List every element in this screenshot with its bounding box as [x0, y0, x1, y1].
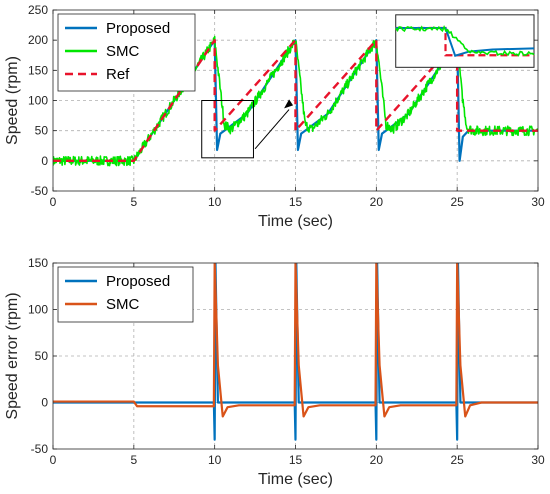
legend-box: [57, 266, 194, 323]
plot-frame: [52, 9, 539, 192]
inset-box: [395, 14, 535, 68]
series-line-ref: [53, 38, 538, 163]
inset-smc: [395, 25, 535, 57]
series-line-smc: [53, 263, 538, 418]
y-axis-label: Speed (rpm): [4, 56, 21, 145]
x-tick-label: 0: [50, 453, 57, 467]
zoom-arrowhead: [284, 99, 294, 109]
series-group: [53, 263, 538, 441]
y-tick-label: 50: [35, 349, 49, 363]
y-tick-label: 150: [28, 63, 48, 77]
x-tick-label: 25: [450, 195, 464, 209]
y-tick-label: 100: [28, 94, 48, 108]
y-tick-label: -50: [31, 184, 49, 198]
y-tick-label: 50: [35, 124, 49, 138]
x-axis-label: Time (sec): [258, 471, 333, 488]
x-tick-label: 20: [370, 453, 384, 467]
x-tick-label: 20: [370, 195, 384, 209]
zoom-annotation: [201, 14, 535, 159]
x-tick-label: 5: [130, 453, 137, 467]
x-tick-label: 25: [450, 453, 464, 467]
y-tick-label: -50: [31, 442, 49, 456]
zoom-region-box: [201, 100, 254, 159]
inset-traces: [395, 25, 535, 58]
x-tick-label: 10: [208, 195, 222, 209]
legend-label-smc: SMC: [106, 296, 140, 313]
x-tick-label: 0: [50, 195, 57, 209]
legend-label-ref: Ref: [106, 66, 130, 83]
y-tick-label: 100: [28, 303, 48, 317]
legend-label-smc: SMC: [106, 43, 140, 60]
x-tick-label: 30: [531, 453, 545, 467]
y-tick-label: 0: [41, 154, 48, 168]
y-axis-label: Speed error (rpm): [4, 292, 21, 419]
x-tick-label: 10: [208, 453, 222, 467]
y-tick-label: 150: [28, 256, 48, 270]
y-tick-label: 250: [28, 3, 48, 17]
x-tick-label: 15: [289, 453, 303, 467]
x-tick-label: 30: [531, 195, 545, 209]
legend-label-proposed: Proposed: [106, 20, 170, 37]
x-tick-label: 15: [289, 195, 303, 209]
x-tick-label: 5: [130, 195, 137, 209]
y-tick-label: 0: [41, 396, 48, 410]
inset-proposed: [395, 26, 535, 58]
zoom-arrow: [254, 109, 290, 150]
x-axis-label: Time (sec): [258, 213, 333, 230]
legend-label-proposed: Proposed: [106, 273, 170, 290]
plot-frame: [52, 262, 539, 450]
y-tick-label: 200: [28, 33, 48, 47]
